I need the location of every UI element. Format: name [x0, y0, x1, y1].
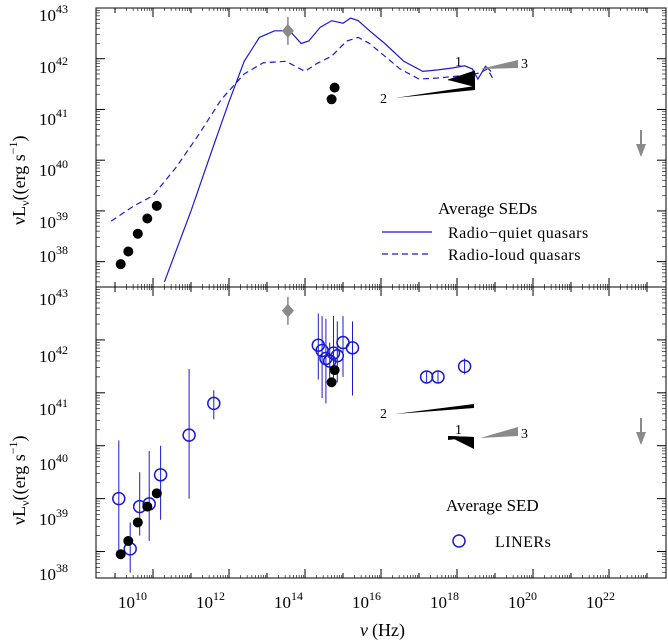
top-y-tick-label-43: 1043	[39, 2, 68, 25]
top-panel-data	[110, 16, 494, 283]
top-black-point	[132, 228, 143, 239]
bottom-panel-ticks	[96, 286, 666, 578]
bottom-xray-annotations: 1 2 3	[380, 404, 646, 449]
top-legend-title: Average SEDs	[438, 199, 537, 218]
x-tick-label-22: 1022	[586, 589, 615, 612]
top-series-radio-quiet	[163, 17, 492, 283]
bottom-black-point	[151, 488, 162, 499]
top-black-point	[326, 94, 337, 105]
bottom-annotation-1: 1	[455, 423, 462, 438]
bottom-liner-point	[457, 359, 472, 374]
x-tick-label-10: 1010	[118, 589, 147, 612]
bottom-black-point	[326, 377, 337, 388]
top-y-tick-label-39: 1039	[39, 209, 68, 232]
top-xray-annotations: 1 2 3	[380, 55, 646, 157]
bottom-liner-point	[182, 428, 196, 442]
x-tick-label-18: 1018	[430, 589, 459, 612]
bottom-y-tick-label-42: 1042	[39, 343, 68, 366]
top-black-point	[329, 82, 340, 93]
bottom-black-point	[123, 535, 134, 546]
bottom-wedge-3	[480, 427, 518, 438]
bottom-wedge-2	[395, 404, 474, 414]
top-annotation-2: 2	[380, 92, 387, 107]
bottom-grey-diamond	[281, 303, 294, 318]
bottom-black-point	[142, 501, 153, 512]
bottom-legend-title: Average SED	[446, 496, 539, 515]
bottom-y-tick-label-40: 1040	[39, 451, 68, 474]
bottom-legend-marker	[452, 534, 466, 548]
bottom-liner-point	[112, 491, 126, 506]
x-tick-label-20: 1020	[508, 589, 537, 612]
top-panel-ticks	[96, 7, 666, 287]
top-wedge-3	[480, 60, 518, 69]
top-annotation-3: 3	[521, 57, 528, 72]
bottom-annotation-2: 2	[380, 407, 387, 422]
bottom-annotation-3: 3	[521, 427, 528, 442]
bottom-legend-label: LINERs	[495, 534, 551, 551]
bottom-liner-point	[345, 341, 360, 355]
top-annotation-1: 1	[455, 55, 462, 70]
x-tick-label-16: 1016	[352, 589, 381, 612]
top-line-1	[447, 70, 476, 81]
bottom-liner-point	[207, 396, 221, 411]
bottom-down-arrow-head	[636, 432, 646, 445]
bottom-wedge-1-hi	[448, 436, 474, 440]
top-wedge-2	[395, 86, 475, 98]
bottom-y-tick-label-38: 1038	[39, 561, 68, 584]
top-black-point	[142, 213, 153, 224]
bottom-liner-point	[431, 370, 445, 384]
top-y-tick-label-40: 1040	[39, 157, 68, 180]
top-y-tick-label-41: 1041	[39, 106, 68, 129]
bottom-liner-point	[153, 468, 168, 482]
top-down-arrow-head	[636, 144, 646, 157]
bottom-black-point	[329, 365, 340, 376]
top-legend-label-solid: Radio−quiet quasars	[448, 225, 589, 242]
top-black-point	[115, 259, 126, 270]
bottom-legend: Average SED LINERs	[446, 496, 551, 551]
x-tick-labels: 1010 1012 1014 1016 1018 1020 1022	[118, 589, 615, 612]
bottom-y-axis-title: νLν((erg s−1)	[6, 435, 32, 525]
bottom-y-tick-label-41: 1041	[39, 396, 68, 419]
bottom-y-tick-labels: 1043 1042 1041 1040 1039 1038	[39, 286, 68, 584]
top-grey-diamond	[281, 23, 294, 38]
bottom-panel-frame	[95, 286, 667, 579]
top-legend: Average SEDs Radio−quiet quasars Radio-l…	[382, 199, 589, 264]
top-black-point	[151, 200, 162, 211]
top-legend-label-dashed: Radio-loud quasars	[448, 247, 581, 264]
top-wedge-1	[448, 71, 475, 87]
bottom-liner-point	[326, 346, 341, 360]
bottom-black-point	[115, 549, 126, 560]
top-y-tick-label-42: 1042	[39, 54, 68, 77]
top-y-tick-labels: 1043 1042 1041 1040 1039 1038	[39, 2, 68, 266]
bottom-black-point	[132, 517, 143, 528]
top-y-axis-title: νLν((erg s−1)	[6, 135, 32, 225]
top-y-tick-label-38: 1038	[39, 243, 68, 266]
x-tick-label-12: 1012	[196, 589, 225, 612]
bottom-y-tick-label-43: 1043	[39, 286, 68, 309]
top-panel-frame	[95, 7, 667, 288]
top-series-radio-loud	[110, 36, 494, 222]
top-black-point	[123, 246, 134, 257]
x-axis-title: ν (Hz)	[360, 620, 405, 641]
bottom-panel-data	[112, 296, 472, 573]
x-tick-label-14: 1014	[274, 589, 303, 612]
bottom-y-tick-label-39: 1039	[39, 506, 68, 529]
